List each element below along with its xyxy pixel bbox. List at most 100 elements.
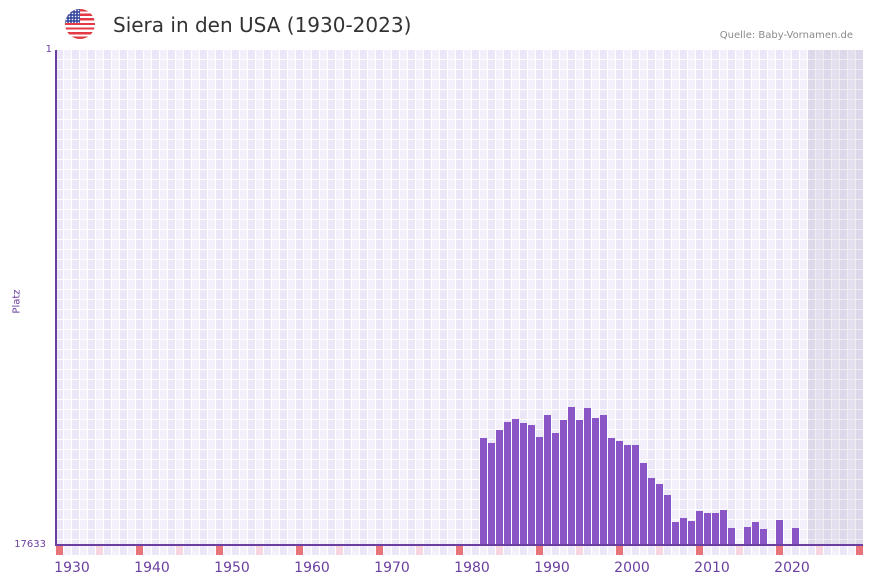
decade-marker: [696, 546, 703, 555]
year-cell: [632, 546, 639, 555]
bar-2020[interactable]: [792, 528, 799, 545]
bar-2016[interactable]: [760, 529, 767, 545]
bar-1988[interactable]: [536, 437, 543, 545]
bar-2004[interactable]: [664, 495, 671, 545]
year-cell: [160, 546, 167, 555]
decade-marker: [296, 546, 303, 555]
year-cell: [792, 546, 799, 555]
year-cell: [704, 546, 711, 555]
bar-1987[interactable]: [528, 424, 535, 545]
year-cell: [280, 546, 287, 555]
x-tick-1990: 1990: [534, 560, 570, 576]
year-cell: [512, 546, 519, 555]
decade-marker: [456, 546, 463, 555]
decade-marker: [376, 546, 383, 555]
year-cell: [464, 546, 471, 555]
bar-1993[interactable]: [576, 420, 583, 545]
bar-2011[interactable]: [720, 510, 727, 545]
year-cell: [752, 546, 759, 555]
year-cell: [528, 546, 535, 555]
year-cell: [480, 546, 487, 555]
bar-2015[interactable]: [752, 522, 759, 545]
chart-title: Siera in den USA (1930-2023): [113, 13, 412, 37]
bar-1986[interactable]: [520, 423, 527, 545]
year-cell: [448, 546, 455, 555]
year-cell: [712, 546, 719, 555]
bar-2009[interactable]: [704, 513, 711, 545]
x-tick-1940: 1940: [134, 560, 170, 576]
decade-marker: [616, 546, 623, 555]
bar-1999[interactable]: [624, 445, 631, 545]
bar-1995[interactable]: [592, 418, 599, 545]
bar-1991[interactable]: [560, 420, 567, 545]
year-cell: [192, 546, 199, 555]
bar-2006[interactable]: [680, 518, 687, 545]
bar-2003[interactable]: [656, 484, 663, 545]
year-cell: [544, 546, 551, 555]
bar-1983[interactable]: [496, 429, 503, 545]
year-cell: [440, 546, 447, 555]
bar-1984[interactable]: [504, 421, 511, 545]
year-cell: [152, 546, 159, 555]
year-cell: [648, 546, 655, 555]
decade-marker: [856, 546, 863, 555]
decade-marker: [216, 546, 223, 555]
bar-1985[interactable]: [512, 418, 519, 545]
year-cell: [168, 546, 175, 555]
year-cell: [240, 546, 247, 555]
bar-1996[interactable]: [600, 415, 607, 545]
bar-2007[interactable]: [688, 521, 695, 545]
year-cell: [80, 546, 87, 555]
half-decade-marker: [656, 546, 663, 555]
y-tick-top: 1: [45, 44, 52, 55]
half-decade-marker: [496, 546, 503, 555]
year-cell: [248, 546, 255, 555]
grid-background: [56, 50, 863, 545]
bar-1989[interactable]: [544, 415, 551, 545]
bar-2000[interactable]: [632, 445, 639, 545]
decade-marker: [136, 546, 143, 555]
year-cell: [384, 546, 391, 555]
half-decade-marker: [336, 546, 343, 555]
bar-1982[interactable]: [488, 442, 495, 545]
year-cell: [64, 546, 71, 555]
bar-1992[interactable]: [568, 407, 575, 545]
year-cell: [832, 546, 839, 555]
y-axis-line: [55, 50, 57, 546]
year-cell: [208, 546, 215, 555]
bar-1998[interactable]: [616, 441, 623, 545]
year-cell: [392, 546, 399, 555]
bar-2014[interactable]: [744, 527, 751, 545]
decade-marker: [776, 546, 783, 555]
bar-2018[interactable]: [776, 520, 783, 545]
bar-1997[interactable]: [608, 438, 615, 545]
year-cell: [600, 546, 607, 555]
year-cell: [568, 546, 575, 555]
year-cell: [328, 546, 335, 555]
bar-2012[interactable]: [728, 528, 735, 545]
bar-1990[interactable]: [552, 433, 559, 545]
year-cell: [88, 546, 95, 555]
x-tick-1960: 1960: [294, 560, 330, 576]
flag-canton: [65, 9, 80, 23]
y-axis-label: Platz: [11, 289, 23, 314]
bar-2002[interactable]: [648, 478, 655, 545]
bar-1994[interactable]: [584, 408, 591, 545]
year-cell: [232, 546, 239, 555]
year-cell: [688, 546, 695, 555]
bar-2008[interactable]: [696, 511, 703, 545]
year-cell: [760, 546, 767, 555]
year-cell: [304, 546, 311, 555]
year-cell: [320, 546, 327, 555]
x-tick-1970: 1970: [374, 560, 410, 576]
bar-2005[interactable]: [672, 522, 679, 545]
year-cell: [264, 546, 271, 555]
bar-2010[interactable]: [712, 513, 719, 545]
year-cell: [808, 546, 815, 555]
half-decade-marker: [96, 546, 103, 555]
year-cell: [360, 546, 367, 555]
year-cell: [408, 546, 415, 555]
year-cell: [640, 546, 647, 555]
bar-1981[interactable]: [480, 438, 487, 545]
bar-2001[interactable]: [640, 463, 647, 545]
